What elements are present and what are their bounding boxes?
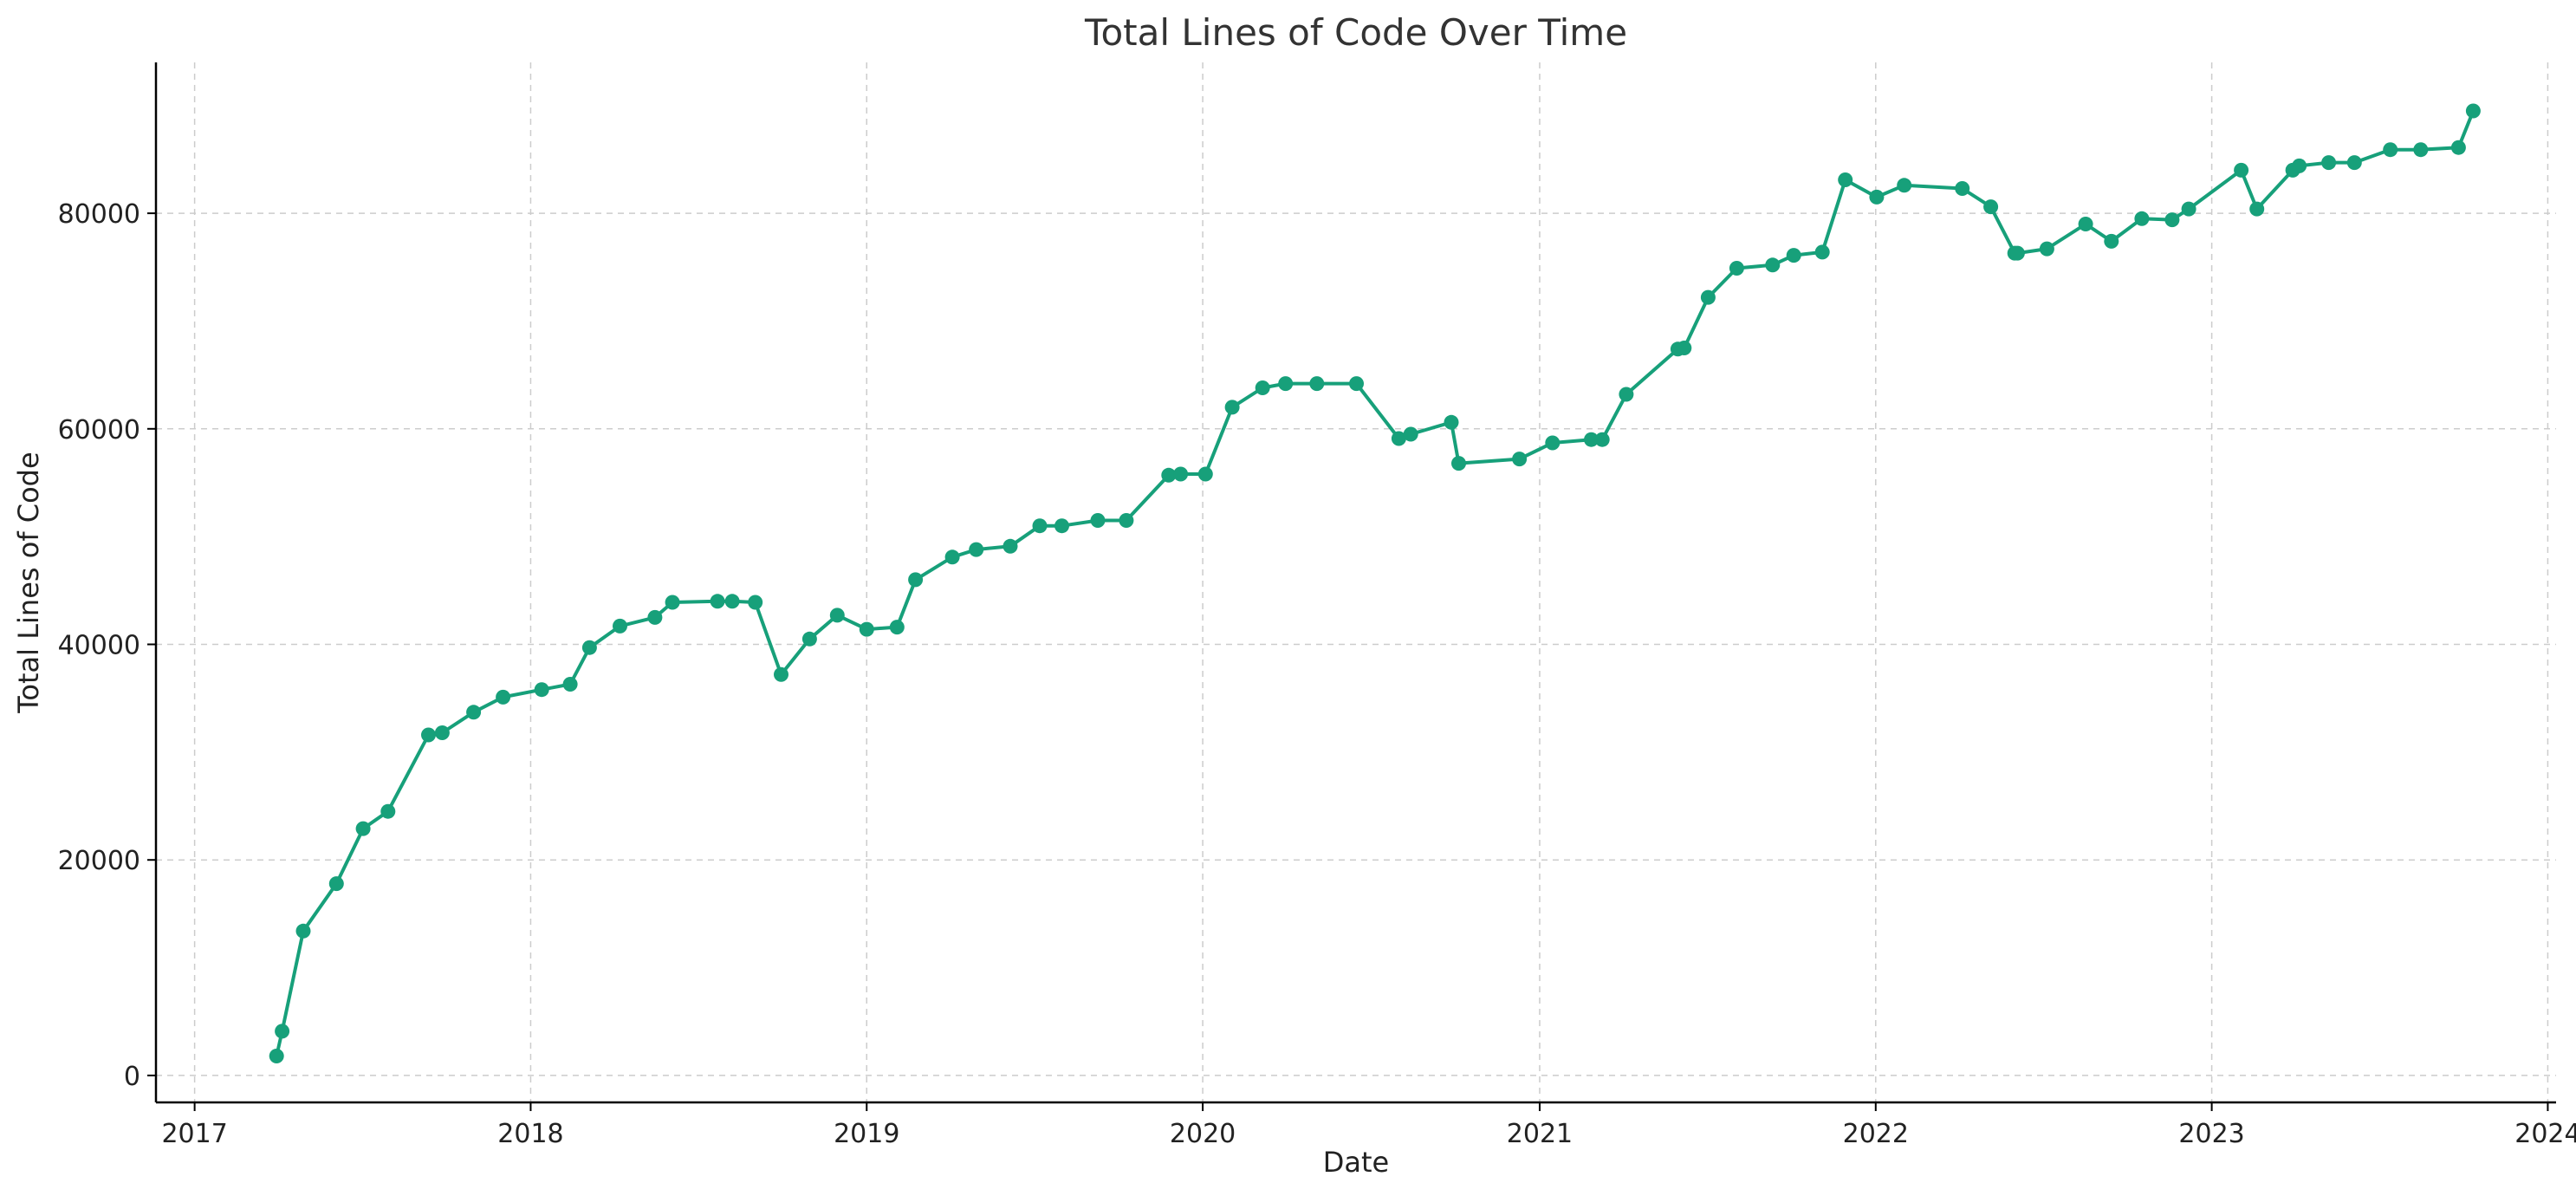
data-point — [665, 595, 680, 610]
data-point — [1278, 376, 1294, 392]
data-point — [421, 727, 436, 743]
series — [275, 110, 2475, 1056]
data-point — [1403, 426, 1418, 442]
x-tick-label: 2021 — [1507, 1119, 1573, 1149]
data-point — [969, 542, 984, 557]
x-tick-label: 2019 — [834, 1119, 899, 1149]
x-axis-label: Date — [1323, 1146, 1389, 1179]
x-tick-label: 2022 — [1843, 1119, 1909, 1149]
data-point — [1391, 431, 1406, 446]
data-point — [1444, 414, 1459, 430]
data-point — [944, 549, 960, 565]
data-point — [2181, 201, 2196, 217]
grid — [156, 62, 2556, 1102]
x-tick-label: 2018 — [497, 1119, 563, 1149]
data-point — [2346, 155, 2362, 171]
data-point — [908, 572, 924, 588]
data-point — [1869, 189, 1885, 205]
data-point — [295, 923, 311, 939]
data-point — [581, 640, 597, 655]
data-point — [613, 618, 627, 634]
data-point — [1955, 181, 1970, 196]
data-point — [1119, 513, 1134, 528]
data-point — [2383, 142, 2398, 158]
data-point — [2104, 233, 2119, 249]
data-point — [355, 821, 371, 836]
data-point — [1161, 467, 1177, 483]
y-tick-label: 0 — [124, 1062, 140, 1092]
data-point — [748, 595, 763, 610]
data-point — [1309, 376, 1325, 392]
x-tick-label: 2023 — [2178, 1119, 2244, 1149]
data-point — [2465, 103, 2481, 119]
data-point — [1451, 456, 1466, 471]
data-point — [2249, 201, 2265, 217]
data-point — [647, 609, 663, 625]
data-point — [328, 876, 344, 892]
data-point — [1545, 435, 1561, 451]
data-point — [1786, 248, 1801, 263]
data-point — [889, 620, 905, 635]
data-point — [1677, 341, 1692, 355]
data-point — [1838, 172, 1853, 187]
data-point — [2450, 140, 2466, 155]
data-point — [2413, 142, 2429, 158]
data-point — [1173, 466, 1189, 482]
data-point — [2321, 155, 2337, 171]
data-point — [1224, 400, 1240, 415]
series-line — [275, 110, 2475, 1056]
data-point — [1349, 376, 1364, 392]
data-point — [1512, 452, 1528, 467]
data-point — [1814, 244, 1830, 260]
data-point — [724, 594, 740, 609]
data-point — [1197, 466, 1213, 482]
data-point — [1897, 178, 1912, 193]
data-point — [1002, 538, 1018, 554]
data-point — [1584, 432, 1599, 447]
data-point — [466, 705, 482, 720]
data-point — [275, 1024, 290, 1039]
data-points — [269, 103, 2481, 1063]
data-point — [1054, 518, 1069, 534]
y-tick-label: 60000 — [58, 415, 140, 445]
data-point — [1765, 257, 1781, 273]
data-point — [1594, 432, 1610, 447]
data-point — [1090, 513, 1106, 528]
ticks: 2017 2018 2019 2020 2021 2022 2023 2024 0 20000 40… — [58, 199, 2576, 1149]
data-point — [2292, 158, 2307, 173]
data-point — [774, 666, 788, 682]
y-tick-label: 40000 — [58, 631, 140, 661]
data-point — [859, 621, 874, 637]
x-tick-label: 2017 — [161, 1119, 227, 1149]
chart-title: Total Lines of Code Over Time — [1084, 11, 1627, 54]
x-tick-label: 2020 — [1170, 1119, 1236, 1149]
data-point — [2039, 241, 2054, 257]
data-point — [434, 725, 450, 740]
data-point — [269, 1049, 284, 1063]
data-point — [1255, 380, 1270, 395]
data-point — [710, 594, 725, 609]
data-point — [1729, 261, 1744, 276]
y-axis-label: Total Lines of Code — [12, 452, 45, 713]
data-point — [1032, 518, 1048, 534]
data-point — [2164, 212, 2180, 228]
axes — [154, 62, 2556, 1104]
data-point — [1983, 199, 1999, 215]
data-point — [2134, 211, 2150, 226]
data-point — [801, 631, 817, 647]
data-point — [562, 677, 578, 692]
data-point — [2078, 217, 2093, 231]
data-point — [380, 803, 396, 819]
data-point — [2009, 245, 2025, 261]
data-point — [496, 689, 511, 705]
data-point — [1619, 387, 1634, 402]
x-tick-label: 2024 — [2514, 1119, 2576, 1149]
data-point — [829, 608, 845, 623]
data-point — [2234, 162, 2249, 178]
data-point — [1700, 289, 1716, 305]
y-tick-label: 80000 — [58, 199, 140, 230]
y-tick-label: 20000 — [58, 846, 140, 876]
data-point — [534, 682, 549, 698]
